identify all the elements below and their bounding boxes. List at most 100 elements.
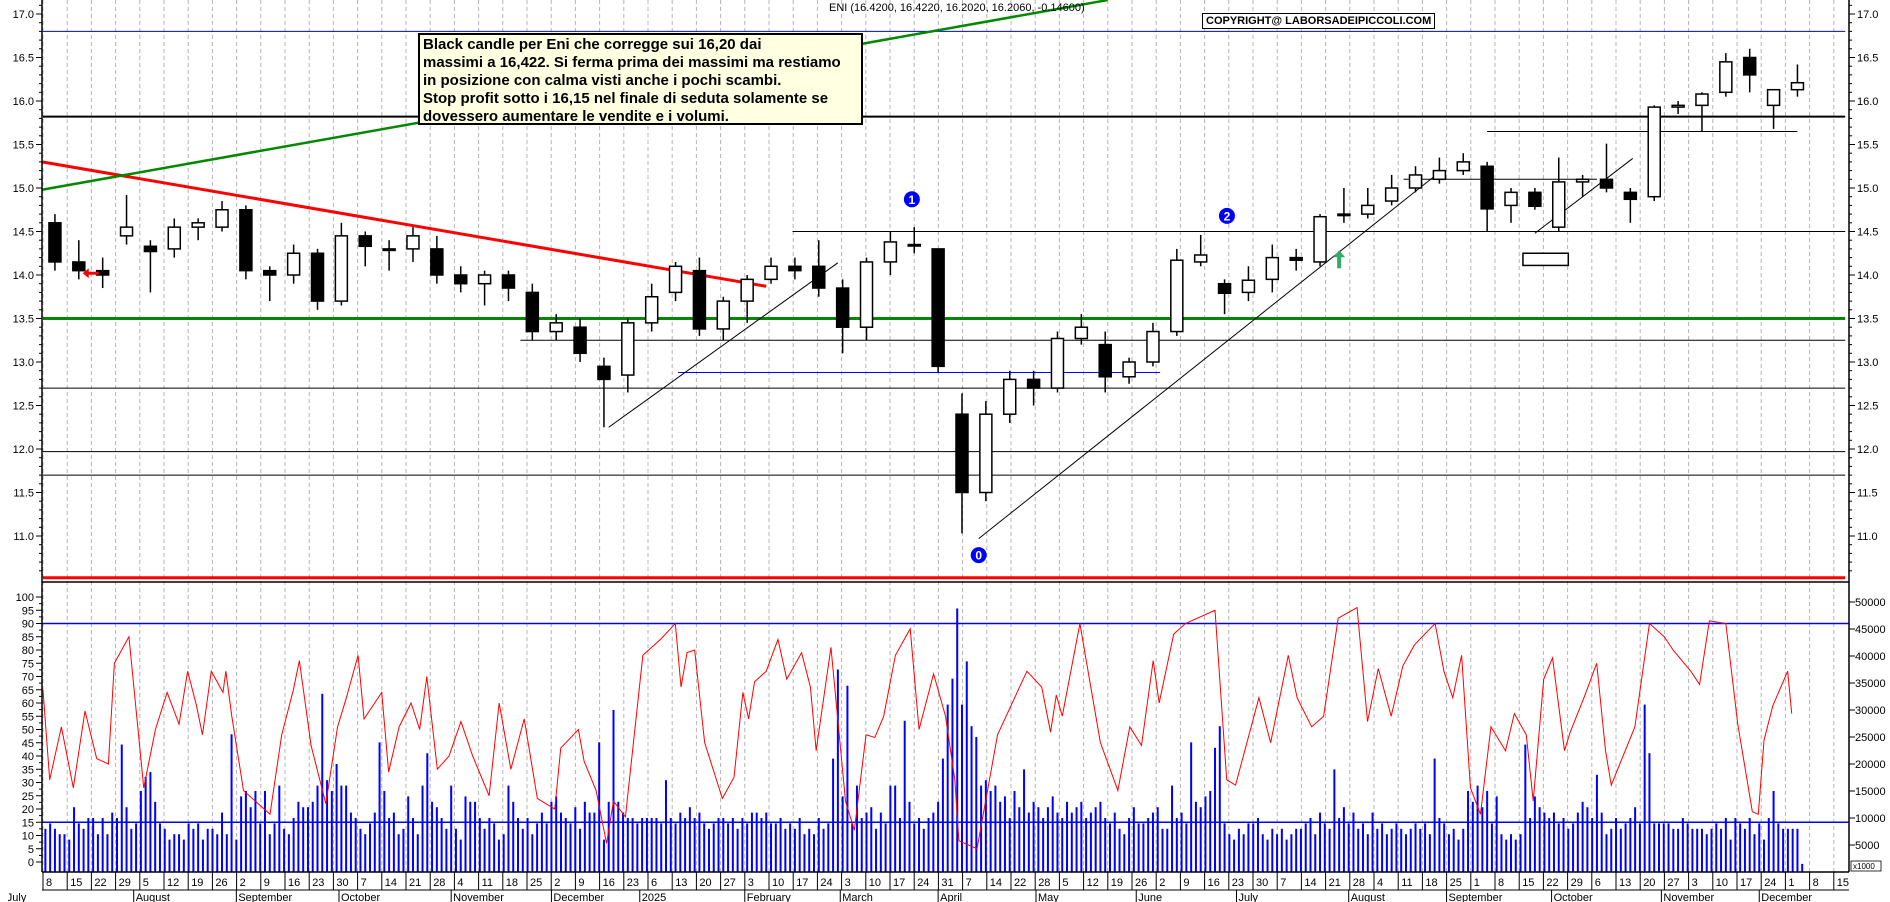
- volume-bar: [493, 823, 496, 872]
- volume-bar: [1390, 828, 1393, 872]
- volume-bar: [268, 834, 271, 872]
- volume-bar: [1419, 828, 1422, 872]
- date-tick-label: 28: [1038, 877, 1050, 889]
- volume-bar: [817, 818, 820, 872]
- candle-up: [1265, 256, 1280, 281]
- volume-bar: [1533, 796, 1536, 872]
- volume-bar: [703, 823, 706, 872]
- volume-bar: [1185, 823, 1188, 872]
- volume-bar: [712, 823, 715, 872]
- volume-bar: [1051, 796, 1054, 872]
- volume-bar: [254, 791, 257, 872]
- volume-bar: [1113, 812, 1116, 872]
- volume-bar: [120, 744, 123, 872]
- volume-bar: [1123, 834, 1126, 872]
- volume-bar: [946, 704, 949, 872]
- volume-bar: [579, 828, 582, 872]
- volume-bar: [1366, 834, 1369, 872]
- volume-bar: [1400, 828, 1403, 872]
- volume-bar: [521, 828, 524, 872]
- volume-bar: [1681, 818, 1684, 872]
- candle-up: [1647, 106, 1661, 198]
- oscillator-axis-label: 20: [22, 804, 34, 816]
- volume-bar: [1510, 834, 1513, 872]
- candle-up: [1002, 378, 1017, 415]
- volume-bar: [445, 828, 448, 872]
- volume-bar: [545, 823, 548, 872]
- volume-bar: [1128, 818, 1131, 872]
- candle-up: [764, 265, 778, 281]
- oscillator-axis-label: 5: [28, 844, 34, 856]
- candle-up: [1170, 259, 1184, 333]
- volume-bar: [1552, 812, 1555, 872]
- date-tick-label: 5: [143, 877, 149, 889]
- volume-bar: [1729, 839, 1732, 872]
- volume-unit-label: x1000: [1853, 862, 1875, 871]
- volume-bar: [1276, 834, 1279, 872]
- date-tick-label: 13: [675, 877, 687, 889]
- volume-bar: [369, 823, 372, 872]
- month-label: 2025: [642, 892, 666, 902]
- volume-bar: [636, 823, 639, 872]
- candle-down: [788, 265, 802, 272]
- month-label: August: [136, 892, 170, 902]
- date-tick-label: 13: [1619, 877, 1631, 889]
- volume-bar: [760, 818, 763, 872]
- volume-bar: [1619, 828, 1622, 872]
- volume-bar: [321, 693, 324, 872]
- volume-bar: [684, 818, 687, 872]
- price-axis-label-right: 14.5: [1857, 227, 1878, 239]
- volume-bar: [1677, 828, 1680, 872]
- candle-up: [1337, 213, 1351, 217]
- volume-bar: [1180, 812, 1183, 872]
- date-tick-label: 1: [1474, 877, 1480, 889]
- candlesticks: [48, 48, 1805, 534]
- volume-bar: [1433, 758, 1436, 872]
- volume-bar: [832, 758, 835, 872]
- volume-bar: [1772, 791, 1775, 872]
- candle-up: [716, 300, 731, 330]
- price-axis-label-left: 13.5: [13, 314, 34, 326]
- volume-bar: [894, 785, 897, 872]
- volume-bar: [1080, 801, 1083, 872]
- date-tick-label: 19: [191, 877, 203, 889]
- candle-down: [501, 274, 516, 289]
- volume-bar: [454, 828, 457, 872]
- volume-bar: [502, 834, 505, 872]
- volume-bar: [1132, 807, 1135, 872]
- volume-bar: [182, 839, 185, 872]
- volume-bar: [1137, 823, 1140, 872]
- volume-bar: [1161, 828, 1164, 872]
- candle-up: [1719, 61, 1733, 94]
- volume-bar: [1108, 823, 1111, 872]
- date-tick-label: 10: [772, 877, 784, 889]
- wave-marker: [1218, 207, 1235, 224]
- oscillator-axis-label: 90: [22, 619, 34, 631]
- volume-bar: [115, 818, 118, 872]
- month-label: March: [842, 892, 873, 902]
- oscillator-axis-label: 45: [22, 738, 34, 750]
- date-tick-label: 30: [336, 877, 348, 889]
- volume-unit-box: [1850, 860, 1882, 872]
- volume-bar: [674, 823, 677, 872]
- volume-bar: [1753, 834, 1756, 872]
- volume-bar: [1786, 828, 1789, 872]
- volume-bar: [192, 828, 195, 872]
- volume-bar: [559, 812, 562, 872]
- date-tick-label: 23: [1232, 877, 1244, 889]
- volume-bar: [459, 839, 462, 872]
- candle-up: [883, 241, 898, 263]
- candle-up: [1695, 93, 1709, 107]
- volume-bar: [870, 807, 873, 872]
- price-axis-label-right: 13.5: [1857, 314, 1878, 326]
- volume-bar: [135, 823, 138, 872]
- volume-bar: [1008, 818, 1011, 872]
- left-axis-bg: [0, 0, 42, 872]
- candle-up: [1575, 178, 1590, 183]
- volume-bar: [798, 818, 801, 872]
- volume-bar: [168, 839, 171, 872]
- volume-bar: [1490, 823, 1493, 872]
- volume-bar: [1653, 823, 1656, 872]
- volume-bar: [407, 796, 410, 872]
